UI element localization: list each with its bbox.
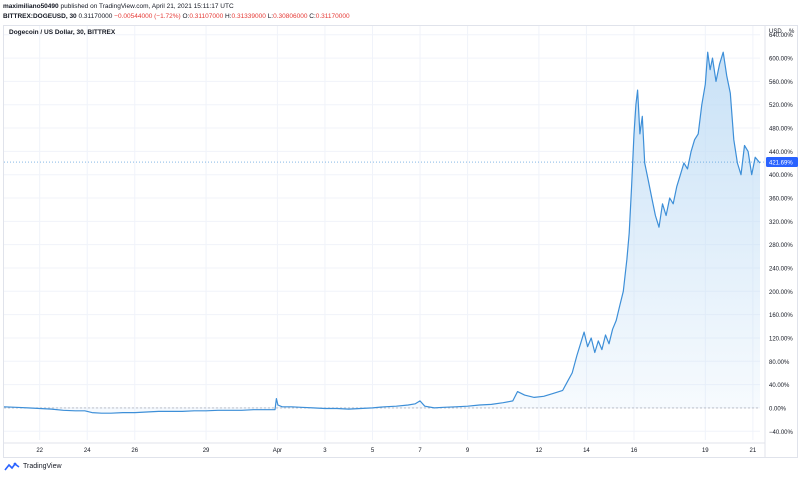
chart-title: Dogecoin / US Dollar, 30, BITTREX [9, 29, 116, 36]
x-tick-label: 22 [36, 448, 43, 454]
series-line [3, 51, 761, 414]
y-tick-label: 0.00% [769, 406, 787, 412]
username: maximiliano50490 [3, 3, 59, 10]
high-label: H: [225, 13, 232, 20]
published-text: published on TradingView.com, April 21, … [60, 3, 234, 10]
x-tick-label: 12 [536, 448, 543, 454]
y-tick-label: 480.00% [769, 127, 793, 133]
y-tick-label: 40.00% [769, 383, 790, 389]
y-tick-label: 120.00% [769, 336, 793, 342]
y-tick-label: 360.00% [769, 197, 793, 203]
current-value-badge [766, 157, 798, 168]
y-tick-label: 640.00% [769, 33, 793, 39]
close-label: C: [309, 13, 316, 20]
x-tick-label: 5 [371, 448, 375, 454]
x-tick-label: 16 [631, 448, 638, 454]
y-tick-label: 200.00% [769, 290, 793, 296]
y-tick-label: 240.00% [769, 266, 793, 272]
x-tick-label: 19 [702, 448, 709, 454]
unit-label: USD [769, 29, 782, 35]
y-tick-label: 520.00% [769, 103, 793, 109]
percent-scale-toggle[interactable]: % [789, 29, 795, 35]
y-tick-label: 320.00% [769, 220, 793, 226]
x-tick-label: 7 [418, 448, 422, 454]
symbol-text: BITTREX:DOGEUSD, 30 [3, 13, 77, 20]
price-change: −0.00544000 (−1.72%) [114, 13, 181, 20]
high-value: 0.31339000 [231, 13, 266, 20]
footer-brand: TradingView [23, 463, 62, 470]
x-tick-label: 29 [203, 448, 210, 454]
x-tick-label: 3 [323, 448, 327, 454]
close-value: 0.31170000 [315, 13, 350, 20]
low-label: L: [267, 13, 274, 20]
x-tick-label: 24 [84, 448, 91, 454]
y-tick-label: 160.00% [769, 313, 793, 319]
current-value-label: 421.69% [769, 161, 793, 167]
chart-frame [3, 25, 798, 458]
y-tick-label: 80.00% [769, 360, 790, 366]
y-tick-label: 600.00% [769, 57, 793, 63]
y-tick-label: 560.00% [769, 80, 793, 86]
x-tick-label: 9 [466, 448, 470, 454]
header-info: maximiliano50490 published on TradingVie… [3, 2, 350, 22]
footer: TradingView [4, 462, 62, 471]
x-tick-label: 14 [583, 448, 590, 454]
y-tick-label: 400.00% [769, 173, 793, 179]
x-tick-label: 26 [131, 448, 138, 454]
low-value: 0.30806000 [273, 13, 308, 20]
y-tick-label: 280.00% [769, 243, 793, 249]
y-tick-label: 440.00% [769, 150, 793, 156]
tradingview-logo-icon [4, 462, 20, 471]
x-tick-label: Apr [273, 448, 282, 454]
last-price: 0.31170000 [78, 13, 113, 20]
x-tick-label: 21 [750, 448, 757, 454]
y-tick-label: −40.00% [769, 430, 794, 436]
open-value: 0.31107000 [189, 13, 224, 20]
series-area-fill [4, 52, 760, 414]
open-label: O: [182, 13, 190, 20]
